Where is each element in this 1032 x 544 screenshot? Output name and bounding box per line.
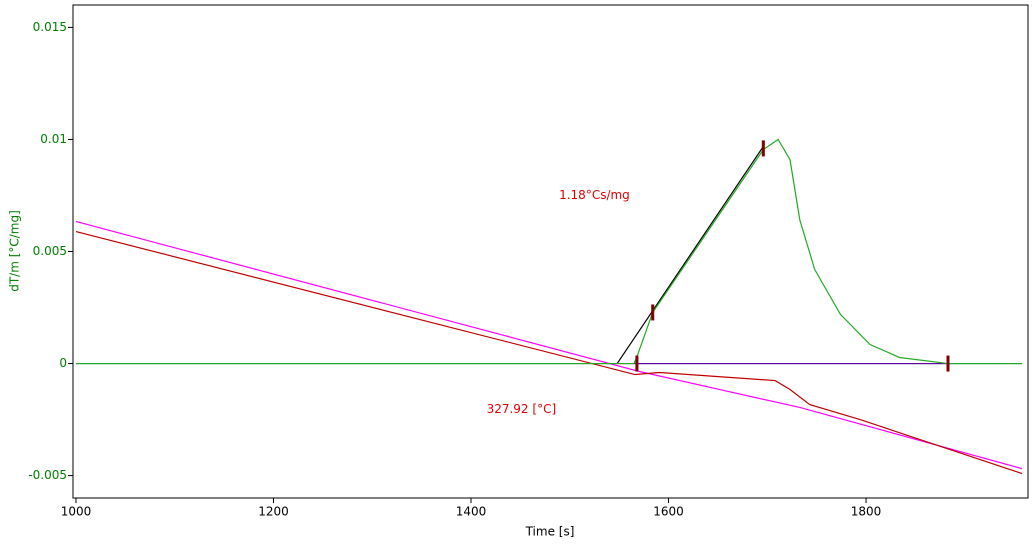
series-line — [75, 138, 1023, 365]
series-line — [75, 230, 1023, 475]
x-axis-label: Time [s] — [525, 525, 575, 539]
y-tick-label: 0 — [59, 356, 67, 370]
y-tick-label: 0.005 — [33, 244, 67, 258]
plot-frame — [72, 4, 1029, 499]
annotation: 1.18°Cs/mg — [559, 188, 630, 202]
event-marker — [946, 355, 950, 372]
y-tick-label: -0.005 — [28, 468, 67, 482]
event-marker — [761, 140, 765, 157]
series-line — [616, 146, 764, 364]
x-tick-label: 1000 — [61, 505, 92, 519]
series-line — [75, 220, 1023, 470]
y-tick-label: 0.015 — [33, 20, 67, 34]
annotation: 327.92 [°C] — [487, 402, 557, 416]
event-marker — [635, 355, 639, 372]
event-marker — [651, 304, 655, 321]
y-tick-label: 0.01 — [40, 132, 67, 146]
x-tick-label: 1800 — [851, 505, 882, 519]
y-axis-label: dT/m [°C/mg] — [8, 210, 22, 292]
x-tick-label: 1200 — [258, 505, 289, 519]
x-tick-label: 1400 — [456, 505, 487, 519]
x-tick-label: 1600 — [653, 505, 684, 519]
